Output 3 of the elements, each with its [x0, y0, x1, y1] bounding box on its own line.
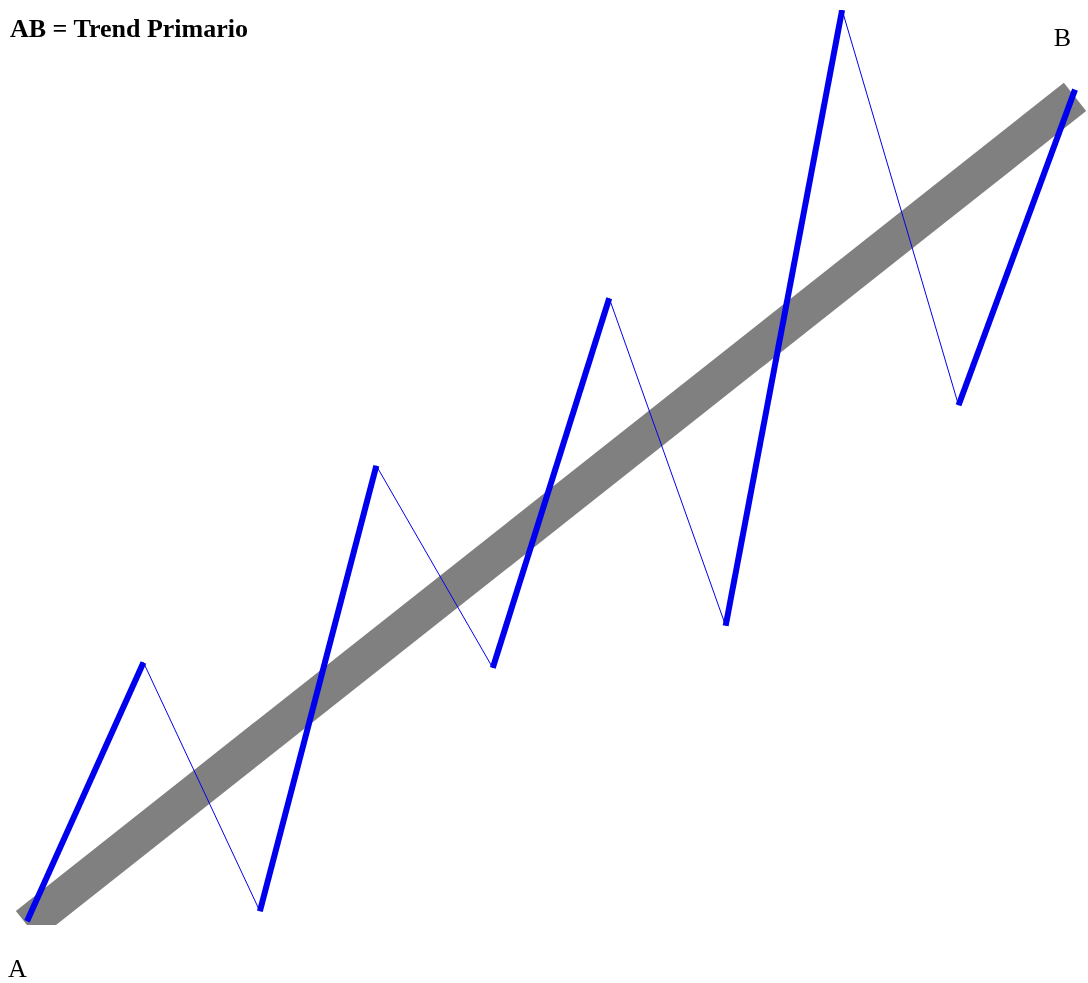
- annotation: B: [1053, 22, 1071, 52]
- text: A: [8, 953, 27, 983]
- chart-title: AB = Trend Primario: [10, 14, 248, 44]
